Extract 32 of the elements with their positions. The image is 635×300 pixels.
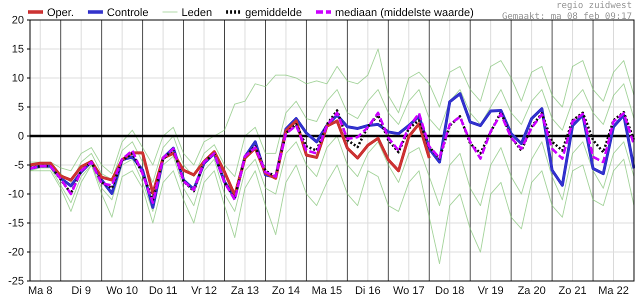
y-tick-label: 0 (18, 130, 24, 143)
y-tick-label: 20 (12, 14, 24, 27)
legend-label: Controle (106, 7, 148, 19)
x-tick-label: Do 11 (148, 284, 178, 297)
text: regio zuidwest (556, 1, 632, 11)
x-tick-label: Za 13 (230, 284, 260, 297)
y-tick-label: -25 (8, 276, 24, 288)
x-tick-label: Do 18 (435, 284, 464, 297)
x-tick-label: Ma 8 (28, 284, 52, 297)
y-tick-label: -5 (14, 160, 24, 172)
y-tick-label: 15 (12, 44, 24, 56)
legend-label: Leden (181, 7, 212, 19)
annotation: Gemaakt: ma 08 feb 09:17 (502, 12, 632, 22)
legend-label: mediaan (middelste waarde) (334, 7, 474, 19)
x-tick-label: Vr 12 (191, 284, 217, 297)
y-tick-label: 5 (18, 102, 24, 114)
x-tick-label: Zo 21 (558, 284, 587, 297)
x-tick-label: Wo 17 (392, 284, 425, 297)
y-tick-label: -10 (8, 188, 24, 201)
x-tick-label: Vr 19 (478, 284, 504, 297)
y-tick-label: -15 (8, 218, 24, 230)
y-tick-label: -20 (8, 246, 24, 259)
legend-label: Oper. (47, 7, 74, 19)
legend-label: gemiddelde (245, 7, 302, 19)
y-tick-label: 10 (12, 72, 24, 85)
x-tick-label: Ma 22 (598, 284, 629, 297)
x-tick-label: Ma 15 (312, 284, 342, 297)
x-tick-label: Di 9 (71, 284, 91, 297)
x-tick-label: Wo 10 (106, 284, 138, 297)
x-tick-label: Za 20 (518, 284, 546, 297)
x-tick-label: Di 16 (354, 284, 381, 297)
x-tick-label: Zo 14 (272, 284, 300, 297)
